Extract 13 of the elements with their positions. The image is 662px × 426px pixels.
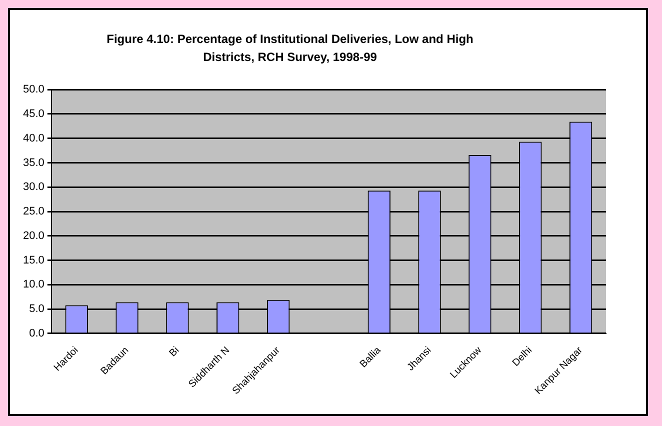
chart-title: Figure 4.10: Percentage of Institutional Deliveries, Low and High Districts, RCH Survey, 1998-99: [106, 31, 474, 66]
y-tick-label: 35.0: [22, 156, 44, 169]
y-tick-label: 50.0: [22, 84, 44, 96]
y-tick-label: 20.0: [22, 230, 44, 242]
x-tick-label: Bi: [167, 345, 182, 360]
y-tick-label: 25.0: [22, 206, 44, 218]
y-tick-label: 45.0: [22, 108, 44, 120]
y-tick-label: 30.0: [22, 181, 44, 194]
y-tick-label: 5.0: [29, 303, 44, 316]
y-tick-label: 40.0: [22, 132, 44, 144]
y-tick-label: 10.0: [22, 278, 44, 291]
y-tick-label: 0.0: [29, 328, 44, 340]
y-tick-label: 15.0: [22, 254, 44, 266]
